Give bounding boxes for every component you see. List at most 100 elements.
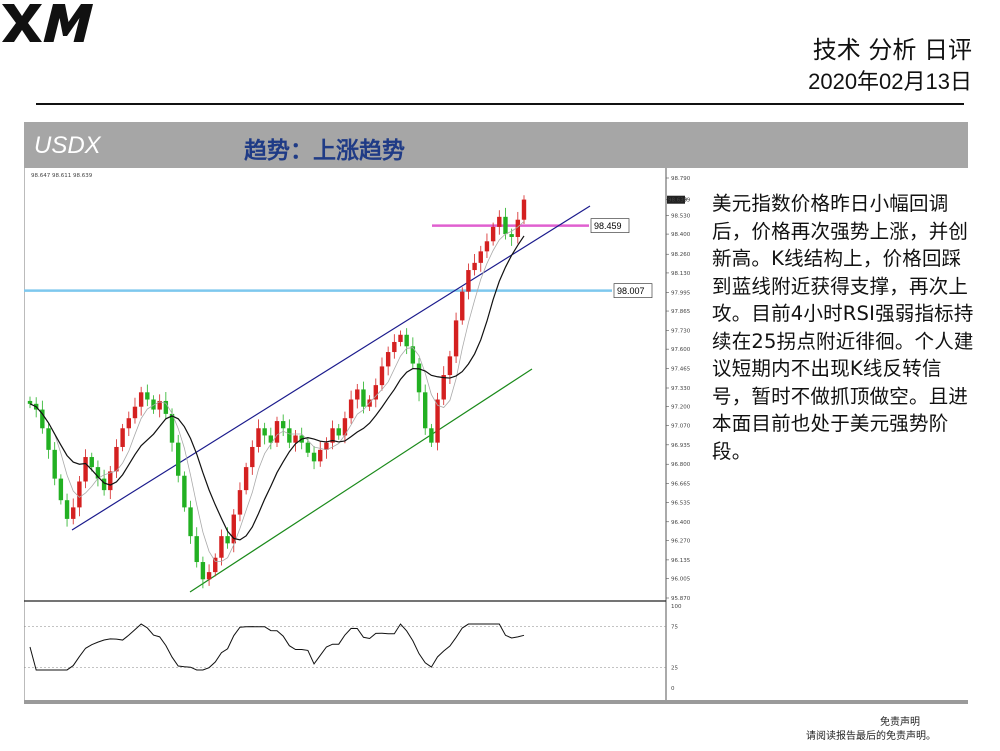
- level-label: 98.459: [594, 221, 622, 231]
- candle-body: [200, 562, 206, 580]
- candle-body: [280, 421, 286, 429]
- usdx-4h-chart: 98.647 98.611 98.639 98.79098.63998.5309…: [24, 168, 700, 700]
- candle-body: [169, 413, 175, 443]
- candle-body: [287, 428, 292, 443]
- candle-body: [138, 392, 144, 407]
- candle-body: [206, 572, 212, 580]
- price-tick-label: 97.465: [671, 367, 691, 373]
- candle-body: [509, 234, 514, 237]
- report-title: 技术 分析 日评: [812, 36, 972, 64]
- candle-body: [157, 400, 162, 410]
- price-tick-label: 96.400: [671, 520, 691, 526]
- logo-m-mark: [43, 4, 94, 42]
- candle-body: [126, 418, 131, 429]
- candle-body: [182, 475, 187, 508]
- level-label-box: [613, 283, 653, 298]
- candle-body: [237, 490, 243, 515]
- candles: [27, 195, 527, 589]
- price-tick-label: 98.260: [671, 252, 691, 258]
- candle-body: [416, 363, 422, 393]
- candle-body: [40, 409, 45, 429]
- candle-body: [89, 457, 94, 468]
- candle-body: [120, 428, 125, 447]
- footer-divider: [24, 700, 968, 704]
- horizontal-levels: 98.459 98.007: [24, 218, 653, 298]
- symbol-label: USDX: [34, 132, 101, 159]
- candle-body: [441, 375, 446, 400]
- candle-body: [515, 219, 521, 237]
- disclaimer-text: 请阅读报告最后的免责声明。: [806, 731, 936, 742]
- disclaimer-title: 免责声明: [880, 717, 920, 728]
- trend-label: 趋势：上涨趋势: [244, 138, 405, 164]
- candle-body: [194, 536, 199, 563]
- rsi-tick-label: 75: [671, 625, 678, 631]
- price-tick-label: 97.070: [671, 423, 691, 429]
- level-label: 98.007: [617, 286, 645, 296]
- current-price-label: 98.639: [668, 198, 688, 204]
- candle-body: [58, 478, 64, 501]
- candle-body: [472, 262, 477, 271]
- candle-body: [225, 536, 230, 544]
- rsi-tick-label: 0: [671, 686, 675, 692]
- header-divider: [36, 103, 964, 105]
- candle-body: [83, 457, 88, 482]
- current-price-box: [667, 195, 685, 204]
- candle-body: [460, 291, 465, 321]
- candle-body: [46, 428, 51, 450]
- level-label-box: [590, 218, 630, 233]
- candle-body: [398, 334, 403, 342]
- candle-body: [453, 320, 459, 357]
- candle-body: [77, 481, 82, 508]
- price-tick-label: 96.135: [671, 558, 691, 564]
- candle-body: [423, 392, 428, 429]
- candle-body: [435, 399, 440, 443]
- price-axis-ticks: 98.790 98.639 98.530 98.400 98.260 98.130 97.9…: [666, 176, 691, 602]
- candle-body: [490, 226, 496, 242]
- candle-body: [410, 346, 416, 364]
- candle-body: [213, 557, 218, 573]
- price-tick-label: 96.270: [671, 538, 691, 544]
- price-tick-label: 98.400: [671, 232, 691, 238]
- candle-body: [163, 400, 169, 414]
- candle-body: [311, 452, 317, 462]
- ma-slow-line: [29, 235, 525, 541]
- candle-body: [27, 400, 33, 404]
- candle-body: [101, 478, 107, 491]
- analysis-text: 美元指数价格昨日小幅回调后，价格再次强势上涨，并创新高。K线结构上，价格回踩到蓝…: [712, 192, 974, 463]
- candle-body: [274, 421, 280, 443]
- candle-body: [348, 399, 354, 419]
- price-tick-label: 97.330: [671, 386, 691, 392]
- price-tick-label: 98.530: [671, 213, 691, 219]
- candle-body: [361, 389, 366, 407]
- candle-body: [64, 500, 70, 519]
- candle-body: [188, 507, 193, 537]
- candle-body: [151, 399, 156, 410]
- rsi-panel: 100 75 25 0: [24, 604, 682, 692]
- candle-body: [330, 428, 335, 443]
- candle-body: [521, 199, 527, 220]
- candle-body: [336, 428, 341, 436]
- candle-body: [385, 352, 391, 367]
- price-tick-label: 97.730: [671, 328, 691, 334]
- price-tick-label: 97.600: [671, 347, 691, 353]
- price-tick-label: 96.535: [671, 500, 691, 506]
- channel-upper-line: [71, 205, 591, 531]
- xm-logo: [2, 4, 94, 42]
- channel-lower-line: [189, 368, 533, 593]
- candle-body: [176, 442, 181, 476]
- price-tick-label: 97.865: [671, 309, 691, 315]
- candle-body: [268, 435, 274, 443]
- candle-body: [71, 507, 76, 519]
- candle-body: [392, 341, 397, 353]
- price-tick-label: 96.005: [671, 577, 691, 583]
- candle-body: [404, 334, 409, 347]
- rsi-tick-label: 25: [671, 666, 678, 672]
- candle-body: [219, 536, 224, 558]
- candle-body: [447, 356, 453, 376]
- candle-body: [231, 514, 236, 544]
- candle-body: [305, 442, 311, 453]
- candle-body: [373, 385, 378, 400]
- rsi-tick-label: 100: [671, 604, 682, 610]
- candle-body: [355, 389, 360, 400]
- candle-body: [466, 270, 471, 292]
